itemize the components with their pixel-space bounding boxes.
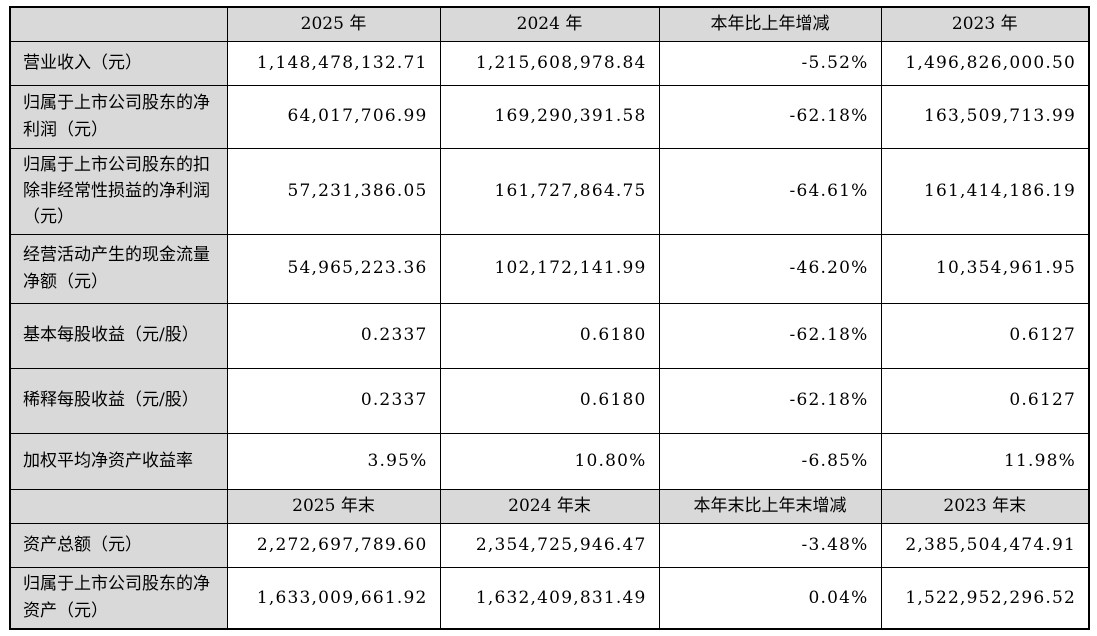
cell-2023: 1,522,952,296.52 [880,566,1090,630]
cell-2025: 0.2337 [226,367,441,434]
cell-2023: 161,414,186.19 [880,147,1090,235]
header-yoy-end-change: 本年末比上年末增减 [658,488,882,524]
cell-2025: 2,272,697,789.60 [226,522,441,568]
row-label: 归属于上市公司股东的净利润（元） [9,84,228,149]
cell-change: -6.85% [658,432,882,490]
cell-2025: 1,633,009,661.92 [226,566,441,630]
cell-change: -3.48% [658,522,882,568]
row-label: 资产总额（元） [9,522,228,568]
cell-2025: 64,017,706.99 [226,84,441,149]
cell-2024: 10.80% [439,432,660,490]
cell-2025: 1,148,478,132.71 [226,40,441,86]
table-row-diluted-eps: 稀释每股收益（元/股） 0.2337 0.6180 -62.18% 0.6127 [9,367,1090,434]
cell-change: -62.18% [658,367,882,434]
row-label: 稀释每股收益（元/股） [9,367,228,434]
table-row-total-assets: 资产总额（元） 2,272,697,789.60 2,354,725,946.4… [9,522,1090,568]
cell-2023: 163,509,713.99 [880,84,1090,149]
cell-2024: 102,172,141.99 [439,233,660,304]
header-2023: 2023 年 [880,6,1090,42]
cell-2024: 161,727,864.75 [439,147,660,235]
cell-2024: 0.6180 [439,367,660,434]
table-row-net-profit: 归属于上市公司股东的净利润（元） 64,017,706.99 169,290,3… [9,84,1090,149]
period-end-header-row: 2025 年末 2024 年末 本年末比上年末增减 2023 年末 [9,488,1090,524]
header-2025-end: 2025 年末 [226,488,441,524]
row-label: 经营活动产生的现金流量净额（元） [9,233,228,304]
row-label: 归属于上市公司股东的扣除非经常性损益的净利润（元） [9,147,228,235]
header-2024-end: 2024 年末 [439,488,660,524]
cell-change: -62.18% [658,302,882,369]
cell-2023: 1,496,826,000.50 [880,40,1090,86]
header-2025: 2025 年 [226,6,441,42]
cell-change: -64.61% [658,147,882,235]
header-corner-cell [9,488,228,524]
row-label: 归属于上市公司股东的净资产（元） [9,566,228,630]
cell-2024: 169,290,391.58 [439,84,660,149]
cell-2025: 54,965,223.36 [226,233,441,304]
row-label: 营业收入（元） [9,40,228,86]
cell-change: 0.04% [658,566,882,630]
cell-2023: 10,354,961.95 [880,233,1090,304]
key-financials-table: 2025 年 2024 年 本年比上年增减 2023 年 营业收入（元） 1,1… [9,6,1090,631]
header-2024: 2024 年 [439,6,660,42]
table-row-net-profit-excl-nonrecurring: 归属于上市公司股东的扣除非经常性损益的净利润（元） 57,231,386.05 … [9,147,1090,235]
cell-change: -62.18% [658,84,882,149]
cell-2023: 11.98% [880,432,1090,490]
row-label: 基本每股收益（元/股） [9,302,228,369]
table-row-basic-eps: 基本每股收益（元/股） 0.2337 0.6180 -62.18% 0.6127 [9,302,1090,369]
header-yoy-change: 本年比上年增减 [658,6,882,42]
cell-2024: 0.6180 [439,302,660,369]
cell-2023: 2,385,504,474.91 [880,522,1090,568]
cell-2024: 1,632,409,831.49 [439,566,660,630]
header-corner-cell [9,6,228,42]
table-row-operating-cash-flow: 经营活动产生的现金流量净额（元） 54,965,223.36 102,172,1… [9,233,1090,304]
cell-2024: 2,354,725,946.47 [439,522,660,568]
header-2023-end: 2023 年末 [880,488,1090,524]
cell-2023: 0.6127 [880,367,1090,434]
table-row-weighted-avg-roe: 加权平均净资产收益率 3.95% 10.80% -6.85% 11.98% [9,432,1090,490]
cell-2025: 0.2337 [226,302,441,369]
period-header-row: 2025 年 2024 年 本年比上年增减 2023 年 [9,6,1090,42]
cell-change: -5.52% [658,40,882,86]
cell-2025: 57,231,386.05 [226,147,441,235]
row-label: 加权平均净资产收益率 [9,432,228,490]
cell-2025: 3.95% [226,432,441,490]
cell-2024: 1,215,608,978.84 [439,40,660,86]
table-row-revenue: 营业收入（元） 1,148,478,132.71 1,215,608,978.8… [9,40,1090,86]
cell-2023: 0.6127 [880,302,1090,369]
table-row-net-assets: 归属于上市公司股东的净资产（元） 1,633,009,661.92 1,632,… [9,566,1090,630]
cell-change: -46.20% [658,233,882,304]
